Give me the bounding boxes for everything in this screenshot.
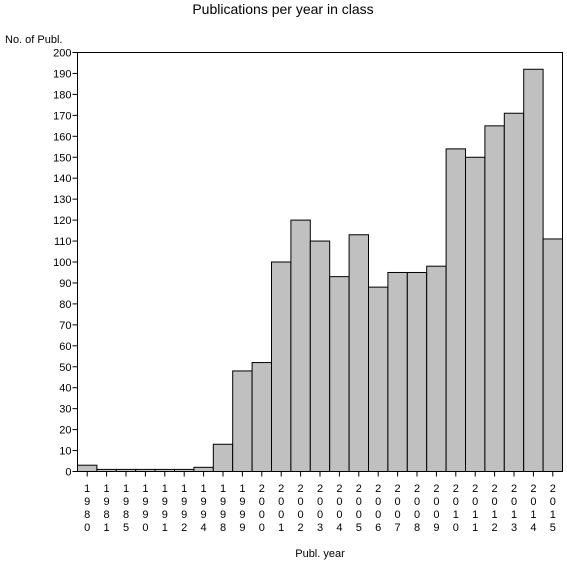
bar-1999 [232,370,253,472]
y-tick-label: 120 [53,215,71,227]
y-tick-label: 70 [59,320,71,332]
bar-2002 [290,219,311,472]
bar-2001 [271,261,292,472]
y-tick-label: 130 [53,194,71,206]
y-tick-label: 40 [59,383,71,395]
y-tick-label: 150 [53,152,71,164]
bar-2007 [387,271,408,473]
bar-2011 [465,156,486,472]
y-tick-label: 30 [59,404,71,416]
y-tick-label: 60 [59,341,71,353]
y-tick-label: 190 [53,68,71,80]
y-tick-label: 90 [59,278,71,290]
bar-2010 [445,148,467,472]
y-ticks-group: 0 10 20 30 40 50 60 70 80 90 100 110 120 130 140 150 160… [53,48,78,479]
y-tick-label: 100 [53,257,71,269]
y-tick-label: 10 [59,446,71,458]
bars-group [77,68,563,473]
y-tick-label: 160 [53,131,71,143]
y-tick-label: 170 [53,110,71,122]
bar-2009 [426,265,447,472]
bar-2008 [406,271,428,473]
bar-2015 [542,238,563,472]
y-tick-label: 180 [53,89,71,101]
x-ticks-group: 1 9 8 0 1 9 8 1 1 9 8 5 1 9 9 0 1 9 9 1 1 9 9 2 1 9 9 4 1 9 9 8 1 9 9 9 2 0 0 0… [84,471,556,534]
bar-2000 [251,362,273,472]
bar-2003 [309,240,331,472]
bar-2014 [523,68,544,472]
bar-2004 [329,276,350,472]
y-axis-title: No. of Publ. [5,34,62,46]
x-axis-title: Publ. year [295,548,345,560]
bar-2005 [348,234,370,472]
bar-2013 [503,112,525,472]
bar-1994 [193,466,214,472]
bar-1998 [212,443,234,473]
y-tick-label: 110 [54,236,72,248]
bar-1980 [77,464,98,472]
y-tick-label: 200 [53,48,71,60]
bar-2012 [484,125,505,473]
y-tick-label: 20 [59,425,71,437]
chart-title: Publications per year in class [192,1,373,17]
y-tick-label: 0 [65,467,71,479]
y-tick-label: 80 [59,299,71,311]
bar-2006 [368,286,389,473]
y-tick-label: 140 [53,173,71,185]
y-tick-label: 50 [59,362,71,374]
